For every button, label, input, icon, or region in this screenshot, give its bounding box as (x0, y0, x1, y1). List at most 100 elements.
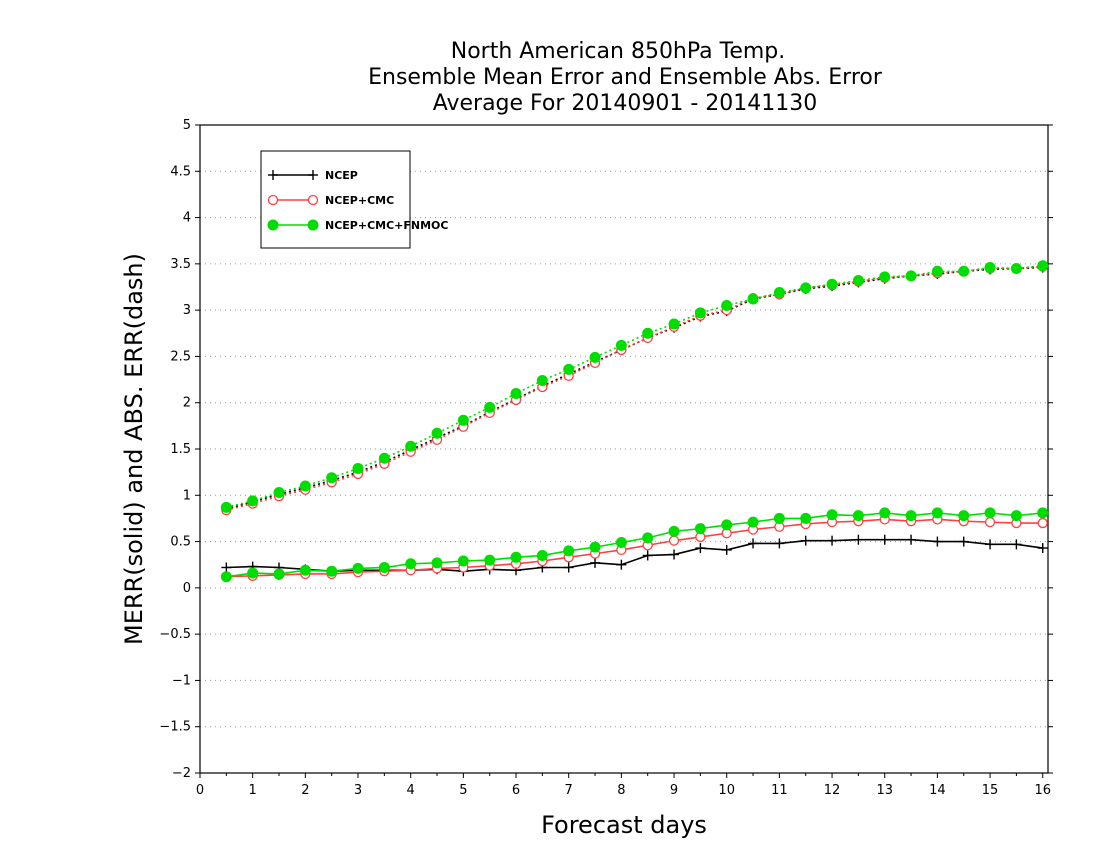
merr-point (563, 545, 575, 557)
x-tick-label: 1 (249, 783, 257, 798)
merr-point (221, 562, 232, 573)
merr-point (1037, 517, 1048, 529)
merr-point (589, 541, 601, 553)
merr-point (958, 510, 970, 522)
chart-title-line-1: North American 850hPa Temp. (451, 39, 786, 64)
merr-line-1 (226, 518, 1043, 578)
y-tick-label: −1 (172, 673, 191, 688)
merr-point (220, 571, 232, 583)
x-tick-label: 16 (1034, 783, 1051, 798)
merr-point (773, 512, 785, 524)
x-tick-label: 13 (876, 783, 893, 798)
x-axis-ticks: 0 1 2 3 4 5 6 7 8 9 10 11 12 13 14 15 16 (196, 773, 1051, 798)
merr-point (827, 535, 838, 546)
merr-point (985, 539, 996, 550)
merr-point (984, 507, 996, 519)
abs-err-point (405, 440, 417, 452)
abs-err-point (220, 501, 232, 513)
series-lines (220, 260, 1049, 583)
merr-point (590, 557, 601, 568)
x-tick-label: 4 (407, 783, 415, 798)
chart-title: North American 850hPa Temp. Ensemble Mea… (368, 39, 883, 116)
y-tick-label: 0.5 (170, 535, 191, 550)
abs-err-point (852, 275, 864, 287)
abs-err-point (615, 339, 627, 351)
abs-err-line-0 (226, 266, 1043, 510)
x-tick-label: 6 (512, 783, 520, 798)
merr-point (299, 564, 311, 576)
merr-point (721, 519, 733, 531)
chart-title-line-2: Ensemble Mean Error and Ensemble Abs. Er… (368, 65, 883, 90)
legend-marker-end (307, 219, 319, 231)
abs-err-point (378, 452, 390, 464)
merr-point (615, 536, 627, 548)
merr-point (484, 554, 496, 566)
abs-err-point (510, 387, 522, 399)
legend: NCEP NCEP+CMC NCEP+CMC+FNMOC (260, 150, 448, 249)
x-tick-label: 10 (718, 783, 735, 798)
merr-point (642, 532, 654, 544)
x-tick-label: 11 (771, 783, 788, 798)
y-tick-label: 2.5 (170, 349, 191, 364)
y-tick-label: −0.5 (159, 627, 191, 642)
merr-point (853, 534, 864, 545)
abs-err-point (905, 270, 917, 282)
merr-point (694, 523, 706, 535)
y-tick-label: 3.5 (170, 257, 191, 272)
merr-point (906, 534, 917, 545)
abs-err-point (273, 487, 285, 499)
y-tick-label: 0 (183, 581, 191, 596)
merr-point (352, 562, 364, 574)
x-tick-label: 12 (824, 783, 841, 798)
merr-point (1037, 507, 1049, 519)
legend-items: NCEP NCEP+CMC NCEP+CMC+FNMOC (267, 169, 448, 232)
legend-marker-end (308, 170, 318, 180)
x-tick-label: 3 (354, 783, 362, 798)
x-tick-label: 7 (565, 783, 573, 798)
merr-point (642, 550, 653, 561)
x-tick-label: 8 (617, 783, 625, 798)
legend-label: NCEP+CMC+FNMOC (325, 219, 448, 232)
merr-point (905, 510, 917, 522)
abs-err-point (694, 307, 706, 319)
y-tick-label: 4 (183, 211, 191, 226)
y-axis-ticks: −2 −1.5 −1 −0.5 0 0.5 1 1.5 2 2.5 3 3.5 4 4.5 5 (159, 118, 1053, 781)
merr-point (1037, 543, 1048, 554)
legend-label: NCEP+CMC (325, 194, 394, 207)
abs-err-point (747, 293, 759, 305)
merr-point (800, 535, 811, 546)
merr-point (326, 565, 338, 577)
abs-err-point (984, 262, 996, 274)
merr-point (405, 558, 417, 570)
y-tick-label: 2 (183, 396, 191, 411)
merr-point (800, 512, 812, 524)
x-tick-label: 14 (929, 783, 946, 798)
x-axis-label: Forecast days (541, 811, 707, 839)
abs-err-point (800, 282, 812, 294)
merr-point (273, 568, 285, 580)
merr-point (1010, 510, 1022, 522)
abs-err-point (642, 327, 654, 339)
merr-point (668, 535, 680, 546)
merr-point (536, 549, 548, 561)
abs-err-point (931, 265, 943, 277)
abs-err-point (536, 374, 548, 386)
abs-err-line-2 (226, 264, 1043, 509)
abs-err-point (326, 472, 338, 484)
y-tick-label: −1.5 (159, 720, 191, 735)
merr-point (879, 507, 891, 519)
merr-point (984, 516, 996, 528)
y-tick-label: 5 (183, 118, 191, 133)
abs-err-point (352, 462, 364, 474)
abs-err-line-1 (226, 265, 1043, 511)
merr-point (747, 516, 759, 528)
y-tick-label: 4.5 (170, 164, 191, 179)
merr-point (852, 510, 864, 522)
abs-err-point (299, 480, 311, 492)
abs-err-point (247, 495, 259, 507)
merr-point (958, 536, 969, 547)
merr-point (457, 555, 469, 567)
merr-point (669, 549, 680, 560)
